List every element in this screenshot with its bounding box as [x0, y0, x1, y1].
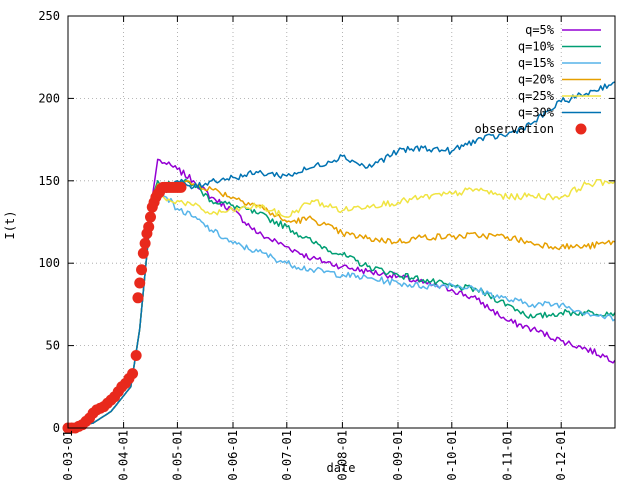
y-tick-label: 0: [53, 421, 60, 435]
legend-label: q=20%: [518, 73, 555, 87]
series-line-q=5%: [67, 158, 616, 429]
legend-label: q=25%: [518, 89, 555, 103]
legend: q=5% q=10% q=15% q=20% q=25% q=30% observation: [475, 23, 601, 136]
x-tick-label: 2020-05-01: [170, 430, 184, 480]
observation-point: [132, 292, 144, 304]
observation-point: [134, 277, 146, 289]
y-axis: 0 50 100 150 200 250: [38, 9, 615, 435]
observation-point: [139, 237, 151, 249]
legend-label: observation: [475, 122, 554, 136]
observation-point: [127, 368, 139, 380]
legend-label: q=10%: [518, 40, 555, 54]
observation-point: [144, 211, 156, 223]
observation-point: [130, 349, 142, 361]
observation-point: [136, 264, 148, 276]
x-tick-label: 2020-11-01: [500, 430, 514, 480]
legend-swatch: [575, 123, 587, 135]
y-tick-label: 50: [46, 339, 60, 353]
x-tick-label: 2020-08-01: [335, 430, 349, 480]
x-tick-label: 2020-04-01: [117, 430, 131, 480]
plot-area-frame: [67, 15, 616, 429]
grid-lines: [68, 16, 615, 428]
observation-point: [137, 247, 149, 259]
y-tick-label: 150: [38, 174, 60, 188]
legend-label: q=30%: [518, 106, 555, 120]
legend-label: q=15%: [518, 56, 555, 70]
x-tick-label: 2020-09-01: [391, 430, 405, 480]
x-axis: 2020-03-01 2020-04-01 2020-05-01 2020-06-01…: [61, 16, 568, 480]
series-line-q=10%: [67, 178, 616, 429]
observation-point: [175, 181, 187, 193]
x-tick-label: 2020-12-01: [554, 430, 568, 480]
x-axis-label: date: [327, 461, 356, 475]
legend-label: q=5%: [525, 23, 555, 37]
y-tick-label: 200: [38, 91, 60, 105]
y-tick-label: 250: [38, 9, 60, 23]
x-tick-label: 2020-03-01: [61, 430, 75, 480]
y-tick-label: 100: [38, 256, 60, 270]
x-tick-label: 2020-07-01: [280, 430, 294, 480]
observation-point: [143, 221, 155, 233]
x-tick-label: 2020-10-01: [445, 430, 459, 480]
y-axis-label: I(t): [3, 211, 17, 240]
x-tick-label: 2020-06-01: [226, 430, 240, 480]
